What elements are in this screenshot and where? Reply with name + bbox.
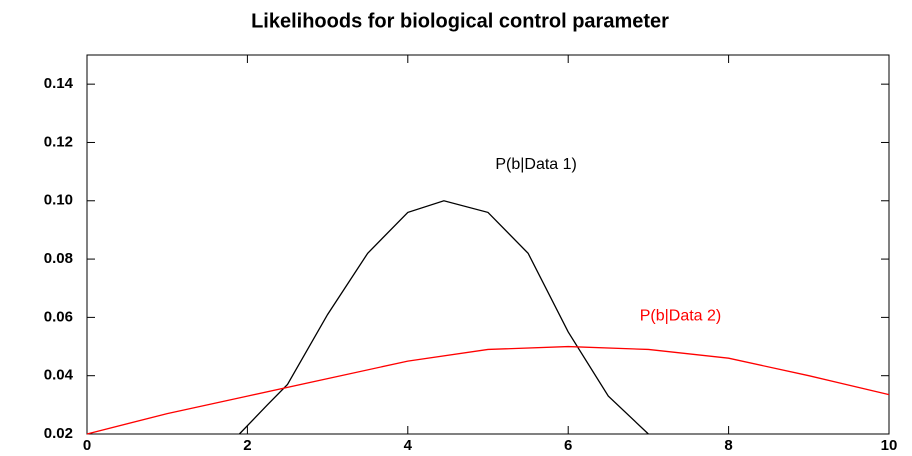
line-series bbox=[86, 345, 890, 435]
chart-title: Likelihoods for biological control param… bbox=[251, 10, 669, 32]
y-tick-label: 0.14 bbox=[44, 75, 74, 92]
x-tick-label: 0 bbox=[83, 437, 91, 454]
x-tick-label: 8 bbox=[724, 437, 732, 454]
y-tick-label: 0.12 bbox=[44, 133, 73, 150]
x-tick-label: 6 bbox=[564, 437, 572, 454]
x-tick-label: 4 bbox=[404, 437, 413, 454]
y-tick-label: 0.02 bbox=[44, 425, 73, 442]
x-tick-label: 2 bbox=[243, 437, 251, 454]
y-tick-label: 0.08 bbox=[44, 250, 73, 267]
plot-frame bbox=[86, 54, 890, 435]
y-tick-label: 0.04 bbox=[44, 367, 74, 384]
line-series bbox=[238, 200, 649, 435]
series-label: P(b|Data 1) bbox=[495, 156, 577, 173]
y-tick-label: 0.06 bbox=[44, 308, 73, 325]
series-label: P(b|Data 2) bbox=[640, 308, 722, 325]
y-tick-label: 0.10 bbox=[44, 192, 73, 209]
x-tick-label: 10 bbox=[881, 437, 898, 454]
